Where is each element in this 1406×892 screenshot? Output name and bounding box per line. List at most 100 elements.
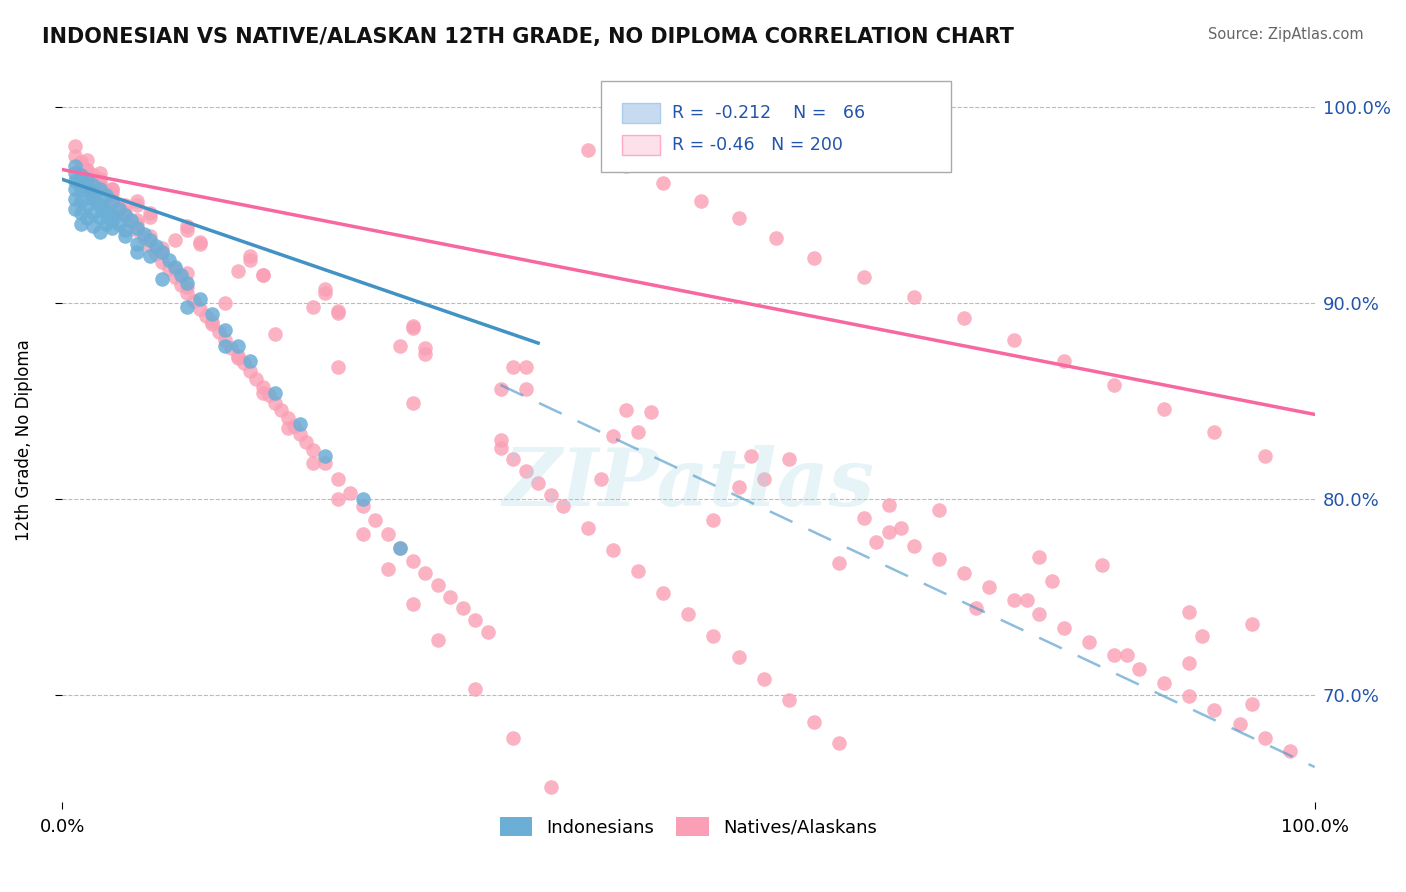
Point	[852, 511, 875, 525]
Point	[94, 218, 117, 232]
Point	[114, 205, 136, 219]
Point	[82, 219, 104, 234]
Point	[252, 268, 274, 283]
Point	[890, 521, 912, 535]
Point	[803, 714, 825, 729]
Point	[502, 452, 524, 467]
Point	[314, 285, 336, 300]
Point	[1091, 558, 1114, 573]
Point	[1240, 617, 1263, 632]
Point	[1204, 425, 1226, 439]
Point	[614, 403, 637, 417]
Point	[464, 681, 486, 696]
Point	[76, 153, 98, 167]
Point	[163, 233, 186, 247]
Point	[502, 360, 524, 375]
Point	[1053, 354, 1076, 368]
Point	[208, 325, 231, 339]
Point	[163, 270, 186, 285]
Point	[264, 395, 287, 409]
Point	[966, 601, 988, 615]
Point	[239, 364, 262, 378]
Point	[70, 174, 93, 188]
Point	[70, 194, 93, 208]
Point	[101, 182, 124, 196]
Point	[326, 360, 349, 375]
Point	[101, 194, 124, 208]
Point	[1104, 378, 1126, 392]
Point	[214, 323, 236, 337]
Point	[314, 456, 336, 470]
Point	[82, 190, 104, 204]
Point	[127, 236, 149, 251]
Point	[1015, 593, 1038, 607]
Point	[76, 172, 98, 186]
Point	[389, 541, 412, 555]
Point	[101, 213, 124, 227]
Point	[1240, 698, 1263, 712]
Point	[89, 166, 111, 180]
Point	[89, 172, 111, 186]
Point	[1053, 621, 1076, 635]
Point	[89, 198, 111, 212]
Point	[114, 208, 136, 222]
Point	[257, 388, 280, 402]
Point	[63, 182, 86, 196]
Point	[63, 159, 86, 173]
Point	[727, 480, 749, 494]
Point	[576, 521, 599, 535]
Point	[176, 300, 198, 314]
Point	[727, 650, 749, 665]
Point	[903, 290, 925, 304]
Point	[489, 441, 512, 455]
Point	[1128, 662, 1150, 676]
Point	[326, 303, 349, 318]
Point	[389, 339, 412, 353]
Point	[301, 442, 323, 457]
Point	[752, 672, 775, 686]
Point	[176, 223, 198, 237]
Point	[163, 262, 186, 277]
Point	[515, 382, 537, 396]
Point	[352, 527, 374, 541]
Point	[63, 202, 86, 216]
Point	[76, 184, 98, 198]
Point	[627, 564, 650, 578]
Point	[201, 318, 224, 332]
Point	[1178, 656, 1201, 670]
Point	[145, 239, 167, 253]
Point	[76, 162, 98, 177]
Point	[364, 513, 387, 527]
Point	[201, 308, 224, 322]
Point	[977, 580, 1000, 594]
Point	[70, 218, 93, 232]
Point	[94, 203, 117, 218]
Point	[1178, 690, 1201, 704]
Point	[239, 354, 262, 368]
Point	[170, 278, 193, 293]
Point	[652, 176, 675, 190]
Point	[94, 188, 117, 202]
Point	[852, 270, 875, 285]
Point	[1115, 648, 1137, 663]
Point	[132, 231, 155, 245]
Point	[576, 143, 599, 157]
Point	[1104, 648, 1126, 663]
Point	[76, 211, 98, 226]
Point	[301, 300, 323, 314]
Point	[1002, 593, 1025, 607]
Point	[114, 229, 136, 244]
Point	[740, 449, 762, 463]
Point	[176, 276, 198, 290]
Point	[252, 385, 274, 400]
Point	[690, 194, 713, 208]
Point	[389, 541, 412, 555]
Point	[803, 251, 825, 265]
Text: INDONESIAN VS NATIVE/ALASKAN 12TH GRADE, NO DIPLOMA CORRELATION CHART: INDONESIAN VS NATIVE/ALASKAN 12TH GRADE,…	[42, 27, 1014, 46]
Point	[76, 182, 98, 196]
Point	[101, 182, 124, 196]
Point	[188, 301, 211, 316]
Point	[176, 280, 198, 294]
Point	[101, 194, 124, 208]
Point	[239, 252, 262, 267]
